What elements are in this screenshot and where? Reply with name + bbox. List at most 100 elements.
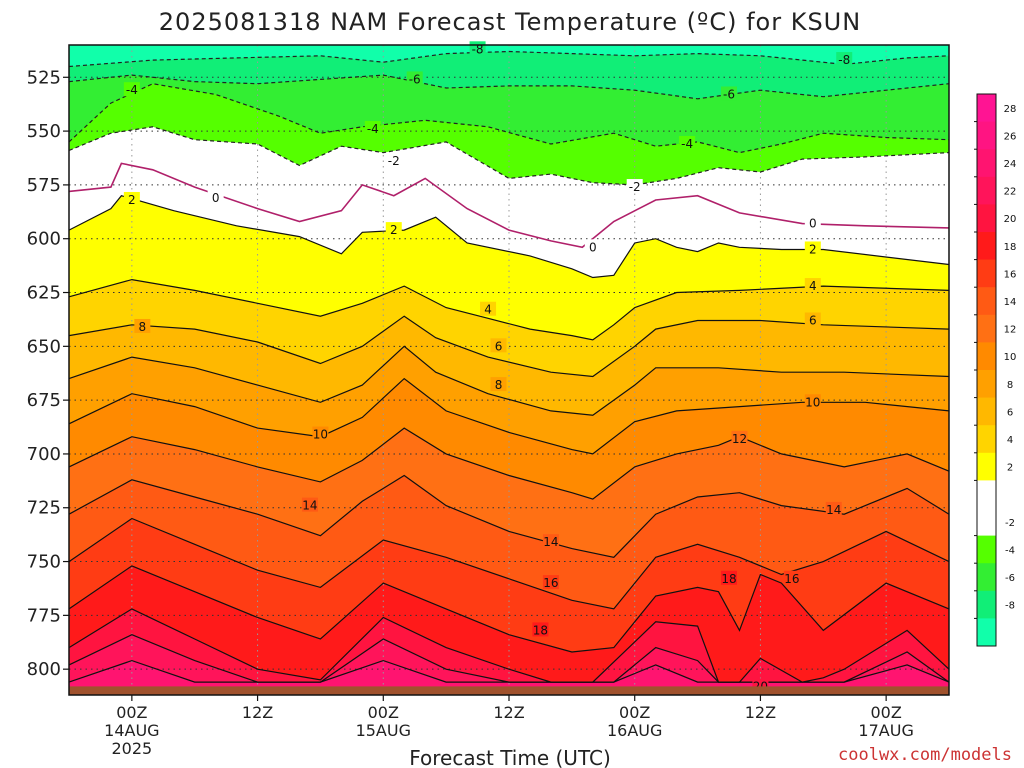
isotherm-label--2: -2 [388, 154, 400, 168]
isotherm-4 [68, 278, 950, 341]
isotherm-label-14: 14 [543, 535, 558, 549]
isotherm-label-0: 0 [212, 191, 220, 205]
isotherm-label-bg [804, 278, 821, 293]
x-tick-label-78-1: 00Z [870, 703, 901, 722]
chart-title: 2025081318 NAM Forecast Temperature (ºC)… [159, 8, 861, 36]
isotherm-label-0: 0 [809, 217, 817, 231]
colorbar-band-8 [977, 370, 996, 399]
x-tick-label-6-1: 00Z [116, 703, 147, 722]
isotherm-label-bg [385, 222, 402, 237]
isotherm-label-bg [836, 52, 853, 67]
colorbar-band-4 [977, 425, 996, 454]
isotherm-label-4: 4 [484, 303, 492, 317]
isotherm-label-bg [207, 189, 224, 204]
grid-lines [69, 45, 949, 695]
isotherm-16 [68, 517, 950, 610]
isotherm-label--6: -6 [723, 88, 735, 102]
colorbar-label-4: 4 [1007, 435, 1013, 446]
isotherm-label-14: 14 [302, 499, 317, 513]
x-tick-label-66-1: 12Z [745, 703, 776, 722]
isotherm-label--4: -4 [126, 83, 138, 97]
x-tick-label-18-1: 12Z [242, 703, 273, 722]
colorbar-label-12: 12 [1004, 325, 1017, 336]
isotherm-label-18: 18 [721, 572, 736, 586]
colorbar-band-20 [977, 204, 996, 233]
isotherm-label-2: 2 [390, 223, 398, 237]
isotherm-label-bg [490, 377, 507, 392]
colorbar-band--6 [977, 563, 996, 592]
colorbar-label--2: -2 [1005, 518, 1015, 529]
colorbar-label--6: -6 [1005, 573, 1015, 584]
colorbar-band-2 [977, 452, 996, 481]
colorbar-band--2 [977, 508, 996, 537]
isotherm-label--4: -4 [367, 122, 379, 136]
colorbar-label--8: -8 [1005, 601, 1015, 612]
colorbar-label-10: 10 [1004, 352, 1017, 363]
x-tick-label-6-3: 2025 [111, 739, 152, 758]
colorbar-band-0 [977, 480, 996, 509]
isotherm-contours [68, 50, 950, 683]
isotherm-label-8: 8 [139, 320, 147, 334]
colorbar-label-8: 8 [1007, 380, 1013, 391]
colorbar-label-2: 2 [1007, 463, 1013, 474]
x-tick-label-30-2: 15AUG [356, 721, 411, 740]
colorbar-label-22: 22 [1004, 187, 1017, 198]
y-tick-label-775: 775 [27, 605, 61, 626]
colorbar-band--8 [977, 590, 996, 619]
isotherm-label-bg [480, 301, 497, 316]
isotherm-label-bg [626, 179, 643, 194]
isotherm--8 [68, 50, 950, 68]
temperature-fill-bands [69, 45, 949, 696]
isotherm-6 [68, 315, 950, 378]
isotherm-label-bg [490, 338, 507, 353]
y-tick-label-700: 700 [27, 444, 61, 465]
isotherm-14 [68, 474, 950, 558]
isotherm-24 [68, 659, 950, 683]
colorbar-band-18 [977, 232, 996, 261]
isotherm--4 [68, 83, 950, 154]
ground-surface [69, 686, 949, 695]
isotherm-label-bg [542, 575, 559, 590]
isotherm-8 [68, 345, 950, 416]
isotherm-labels: -8 -8 -6 -6 -4 -4 -4 -2 -2 0 0 0 2 2 2 4 4 6 6 8 8 10 10 12 14 14… [123, 41, 853, 693]
isotherm-label-12: 12 [732, 432, 747, 446]
isotherm-label-10: 10 [313, 428, 328, 442]
isotherm-label-bg [542, 534, 559, 549]
y-tick-label-550: 550 [27, 121, 61, 142]
colorbar-label-6: 6 [1007, 407, 1013, 418]
isotherm-0 [68, 162, 950, 249]
isotherm-label-bg [301, 497, 318, 512]
isotherm-label-bg [679, 136, 696, 151]
isotherm-label-bg [804, 215, 821, 230]
isotherm-20 [68, 608, 950, 683]
isotherm-label-8: 8 [495, 378, 503, 392]
x-tick-label-30-1: 00Z [368, 703, 399, 722]
x-tick-label-6-2: 14AUG [104, 721, 159, 740]
fill-band-above-18 [69, 565, 949, 695]
isotherm-label-10: 10 [805, 395, 820, 409]
y-tick-label-750: 750 [27, 552, 61, 573]
ground-band [69, 686, 949, 695]
y-tick-label-650: 650 [27, 336, 61, 357]
isotherm-label-bg [825, 501, 842, 516]
x-tick-label-78-2: 17AUG [858, 721, 913, 740]
y-tick-label-525: 525 [27, 67, 61, 88]
isotherm-label-16: 16 [784, 572, 799, 586]
isotherm-12 [68, 427, 950, 500]
isotherm-label-6: 6 [495, 339, 503, 353]
y-tick-label-575: 575 [27, 175, 61, 196]
isotherm-label--2: -2 [629, 180, 641, 194]
isotherm-label-bg [731, 430, 748, 445]
colorbar-band-26 [977, 121, 996, 150]
isotherm-label-bg [406, 71, 423, 86]
x-axis-label: Forecast Time (UTC) [409, 746, 611, 768]
isotherm-label-16: 16 [543, 576, 558, 590]
isotherm-label-bg [385, 153, 402, 168]
isotherm-label-14: 14 [826, 503, 841, 517]
colorbar-band-6 [977, 397, 996, 426]
isotherm-10 [68, 377, 950, 455]
isotherm-label-bg [134, 318, 151, 333]
